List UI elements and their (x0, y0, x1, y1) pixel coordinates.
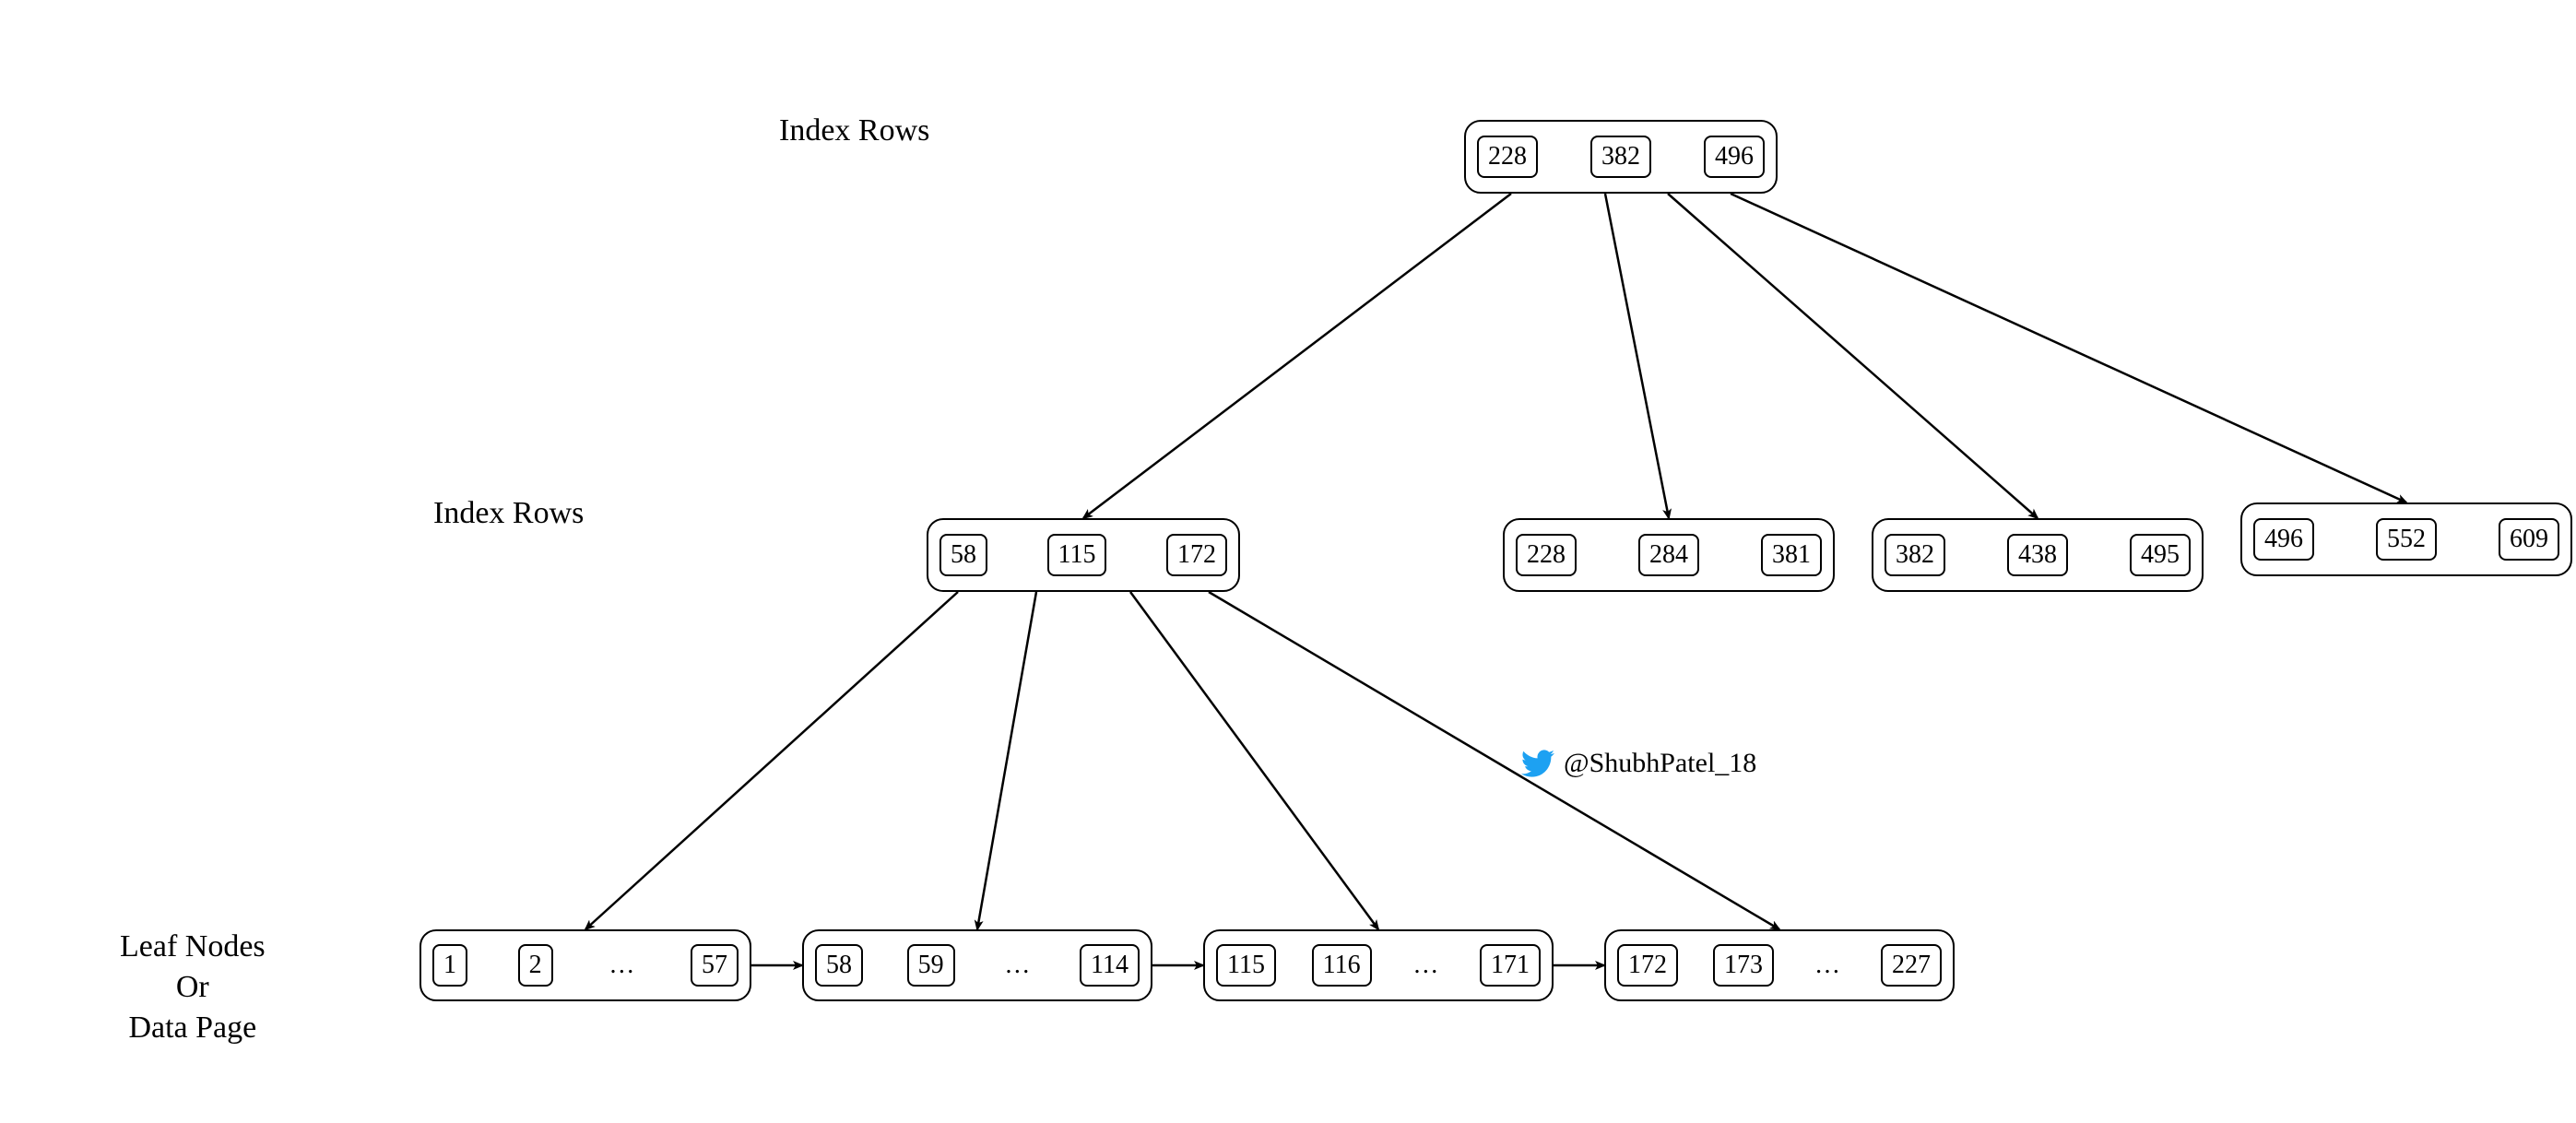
cell: 382 (1590, 136, 1651, 178)
cell: 438 (2007, 534, 2068, 576)
cell: 114 (1080, 944, 1140, 987)
node-leaf_0: 1 2 … 57 (419, 929, 751, 1001)
node-leaf_1: 58 59 … 114 (802, 929, 1152, 1001)
twitter-credit: @ShubhPatel_18 (1521, 747, 1756, 780)
ellipsis: … (1809, 951, 1846, 980)
node-l1_2: 382 438 495 (1872, 518, 2204, 592)
cell: 58 (815, 944, 863, 987)
tree-arrow (1130, 592, 1378, 929)
tree-arrow (977, 592, 1036, 929)
cell: 381 (1761, 534, 1822, 576)
cell: 496 (1704, 136, 1765, 178)
node-root: 228 382 496 (1464, 120, 1778, 194)
level0-label: Index Rows (779, 111, 929, 151)
cell: 115 (1216, 944, 1276, 987)
cell: 171 (1480, 944, 1541, 987)
cell: 1 (432, 944, 467, 987)
cell: 495 (2130, 534, 2191, 576)
cell: 552 (2376, 518, 2437, 561)
tree-arrow (1668, 194, 2038, 518)
level2-label: Leaf Nodes Or Data Page (120, 927, 266, 1049)
node-l1_1: 228 284 381 (1503, 518, 1835, 592)
twitter-handle-text: @ShubhPatel_18 (1564, 748, 1756, 779)
cell: 382 (1885, 534, 1945, 576)
cell: 57 (691, 944, 739, 987)
tree-arrow (1731, 194, 2406, 502)
node-leaf_3: 172 173 … 227 (1604, 929, 1955, 1001)
cell: 172 (1166, 534, 1227, 576)
tree-arrow (585, 592, 958, 929)
cell: 172 (1617, 944, 1678, 987)
level1-label: Index Rows (433, 493, 584, 534)
cell: 609 (2499, 518, 2559, 561)
node-l1_0: 58 115 172 (927, 518, 1240, 592)
cell: 173 (1713, 944, 1774, 987)
cell: 2 (518, 944, 553, 987)
ellipsis: … (1407, 951, 1444, 980)
cell: 228 (1477, 136, 1538, 178)
cell: 284 (1638, 534, 1699, 576)
ellipsis: … (998, 951, 1035, 980)
twitter-icon (1521, 747, 1554, 780)
tree-arrow (1605, 194, 1669, 518)
cell: 116 (1312, 944, 1372, 987)
tree-arrow (1083, 194, 1511, 518)
cell: 58 (939, 534, 987, 576)
cell: 227 (1881, 944, 1942, 987)
node-leaf_2: 115 116 … 171 (1203, 929, 1554, 1001)
ellipsis: … (603, 951, 640, 980)
cell: 496 (2253, 518, 2314, 561)
cell: 115 (1047, 534, 1107, 576)
cell: 59 (907, 944, 955, 987)
node-l1_3: 496 552 609 (2240, 502, 2572, 576)
cell: 228 (1516, 534, 1577, 576)
